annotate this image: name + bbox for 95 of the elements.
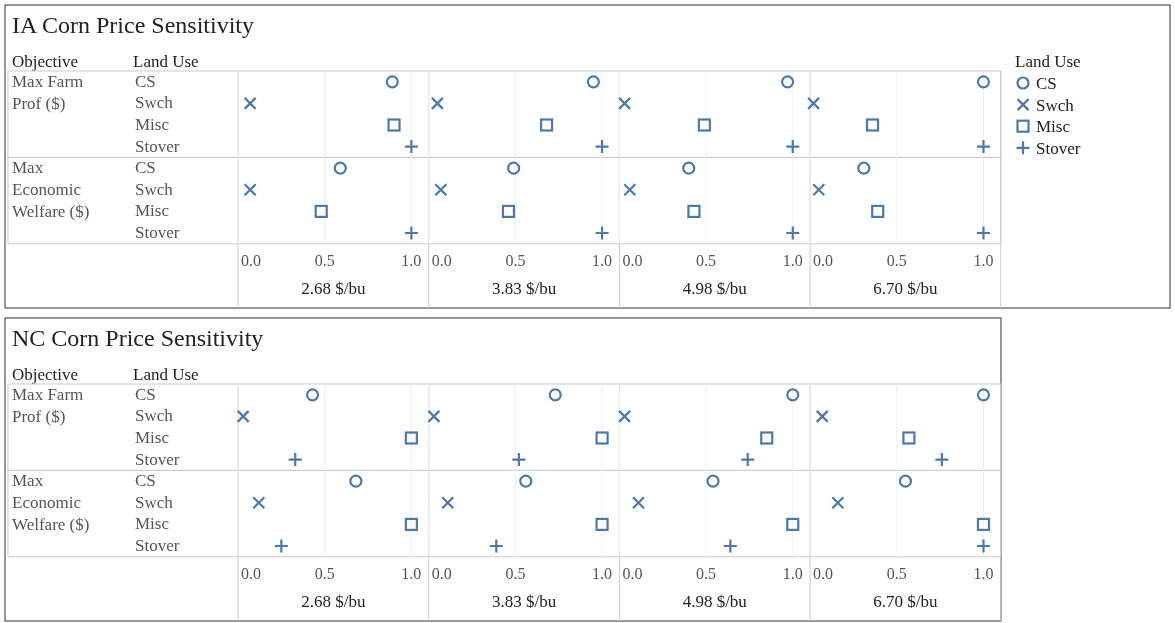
y-tick-label: Swch (135, 93, 174, 113)
legend-label: Stover (1036, 138, 1081, 158)
y-axis-title: Land Use (133, 52, 199, 71)
point (976, 388, 991, 402)
point (236, 409, 250, 423)
point (595, 431, 609, 445)
y-tick-label: Swch (135, 492, 174, 512)
legend-label: Swch (1036, 95, 1075, 115)
point (780, 75, 795, 89)
point (430, 96, 444, 110)
x-axis-title: 4.98 $/bu (682, 278, 748, 298)
point (976, 75, 991, 89)
point (697, 118, 711, 132)
y-tick-label: CS (135, 71, 156, 91)
y-tick-label: Misc (135, 115, 170, 134)
text: Objective (12, 52, 79, 71)
legend-label: CS (1036, 74, 1057, 93)
point (975, 139, 992, 155)
x-tick-label: 1.0 (401, 564, 422, 582)
point (618, 96, 632, 110)
y-tick-label: Stover (135, 536, 180, 555)
x-tick-label: 1.0 (401, 251, 422, 269)
x-tick-label: 1.0 (782, 564, 803, 582)
x-axis-title: 4.98 $/bu (682, 591, 748, 611)
x-tick-label: 0.5 (505, 251, 526, 269)
point (618, 409, 632, 423)
x-tick-label: 0.5 (886, 251, 907, 269)
point (539, 118, 554, 132)
text: Max Economic Welfare ($) (12, 471, 90, 534)
y-axis-title: Land Use (133, 365, 199, 384)
x-tick-label: 0.5 (505, 564, 526, 582)
point (785, 139, 801, 155)
x-tick-label: 1.0 (592, 564, 613, 582)
text: Objective (12, 365, 79, 384)
y-tick-label: Misc (135, 428, 170, 447)
x-tick-label: 0.5 (696, 251, 717, 269)
x-tick-label: 1.0 (973, 564, 994, 582)
point (404, 431, 418, 445)
point (403, 139, 419, 155)
x-axis-title: 6.70 $/bu (873, 591, 939, 611)
point (934, 452, 950, 468)
point (305, 388, 320, 402)
x-axis-title: 6.70 $/bu (873, 278, 939, 298)
x-axis-title: 3.83 $/bu (491, 278, 557, 298)
y-tick-label: CS (135, 384, 156, 404)
point (387, 118, 401, 132)
x-tick-label: 0.5 (314, 251, 335, 269)
legend-title: Land Use (1015, 52, 1081, 71)
y-tick-label: Swch (135, 406, 174, 426)
x-tick-label: 0.0 (241, 564, 261, 582)
point (548, 388, 562, 402)
x-tick-label: 1.0 (782, 251, 803, 269)
x-tick-label: 0.0 (622, 564, 643, 582)
point (902, 431, 916, 445)
x-tick-label: 0.5 (886, 564, 907, 582)
x-tick-label: 0.0 (813, 564, 834, 582)
point (243, 96, 257, 110)
point (740, 452, 756, 468)
x-tick-label: 0.0 (431, 564, 452, 582)
y-tick-label: Stover (135, 223, 180, 242)
y-tick-label: Swch (135, 179, 174, 199)
x-tick-label: 0.0 (431, 251, 452, 269)
point (760, 431, 774, 445)
y-tick-label: CS (135, 158, 156, 178)
point (427, 409, 441, 423)
point (815, 409, 829, 423)
point (786, 388, 800, 402)
x-tick-label: 0.0 (241, 251, 261, 269)
x-axis-title: 2.68 $/bu (301, 278, 366, 298)
point (511, 452, 527, 468)
y-tick-label: Stover (135, 449, 180, 469)
chart-title: NC Corn Price Sensitivity (12, 325, 264, 351)
y-tick-label: Misc (135, 514, 170, 534)
x-axis-title: 3.83 $/bu (491, 591, 557, 611)
text: Max Economic Welfare ($) (12, 158, 90, 221)
point (594, 139, 610, 155)
y-tick-label: CS (135, 471, 156, 491)
x-tick-label: 1.0 (973, 251, 994, 269)
legend-label: Misc (1036, 117, 1071, 137)
chart-title: IA Corn Price Sensitivity (12, 12, 254, 38)
text: Max Farm Prof ($) (12, 385, 84, 426)
point (586, 75, 600, 89)
y-tick-label: Stover (135, 136, 180, 156)
x-tick-label: 0.0 (813, 251, 834, 269)
x-tick-label: 1.0 (592, 251, 613, 269)
text: Max Farm Prof ($) (12, 72, 84, 113)
point (287, 452, 303, 468)
point (865, 118, 880, 132)
y-tick-label: Misc (135, 201, 170, 221)
x-axis-title: 2.68 $/bu (301, 591, 366, 611)
point (806, 96, 821, 110)
x-tick-label: 0.0 (622, 251, 643, 269)
x-tick-label: 0.5 (314, 564, 335, 582)
point (385, 75, 399, 89)
x-tick-label: 0.5 (696, 564, 717, 582)
